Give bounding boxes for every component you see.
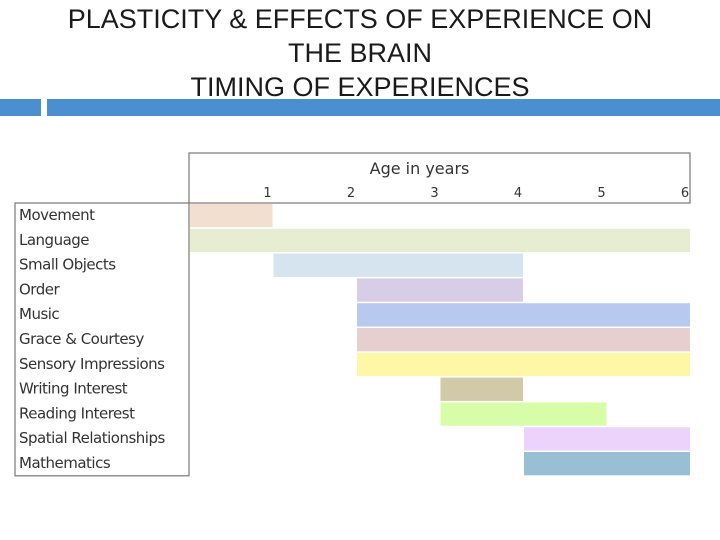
bar-reading-interest <box>440 402 607 426</box>
bar-movement <box>190 204 273 228</box>
bar-music <box>357 303 690 327</box>
title-line-2: THE BRAIN <box>287 38 433 68</box>
bar-spatial-relationships <box>524 427 690 451</box>
slide-title: PLASTICITY & EFFECTS OF EXPERIENCE ON TH… <box>0 2 720 104</box>
row-label-small-objects: Small Objects <box>19 256 116 274</box>
x-tick-1: 1 <box>263 186 271 201</box>
x-tick-4: 4 <box>514 186 522 201</box>
row-label-music: Music <box>19 305 59 323</box>
title-accent-bar-left <box>0 99 41 116</box>
label-column-box <box>14 202 190 477</box>
chart-row-labels: Movement Language Small Objects Order Music G… <box>19 206 166 472</box>
title-accent-bar-right <box>47 99 720 116</box>
row-label-grace-courtesy: Grace & Courtesy <box>19 330 144 348</box>
chart-bars <box>190 204 690 476</box>
bar-mathematics <box>524 452 690 476</box>
bar-small-objects <box>273 253 523 277</box>
chart-frame <box>14 152 691 477</box>
row-label-spatial-relationships: Spatial Relationships <box>19 429 165 447</box>
x-tick-5: 5 <box>597 186 605 201</box>
title-line-3: TIMING OF EXPERIENCES <box>190 72 530 102</box>
x-tick-3: 3 <box>430 186 438 201</box>
row-label-language: Language <box>19 231 89 249</box>
bar-language <box>190 228 690 253</box>
row-label-movement: Movement <box>19 206 95 224</box>
row-label-reading-interest: Reading Interest <box>19 404 135 422</box>
bar-sensory-impressions <box>357 352 690 377</box>
row-label-writing-interest: Writing Interest <box>19 380 128 398</box>
row-label-order: Order <box>19 280 60 298</box>
x-tick-6: 6 <box>681 186 689 201</box>
header-box <box>188 152 691 204</box>
chart-x-ticks: 1 2 3 4 5 6 <box>263 186 689 201</box>
bar-order <box>357 278 523 302</box>
bar-writing-interest <box>440 377 523 401</box>
row-label-mathematics: Mathematics <box>19 454 111 472</box>
x-axis-title: Age in years <box>370 159 470 178</box>
row-label-sensory-impressions: Sensory Impressions <box>19 355 165 373</box>
title-line-1: PLASTICITY & EFFECTS OF EXPERIENCE ON <box>67 4 653 34</box>
bar-grace-courtesy <box>357 328 690 352</box>
x-tick-2: 2 <box>347 186 355 201</box>
